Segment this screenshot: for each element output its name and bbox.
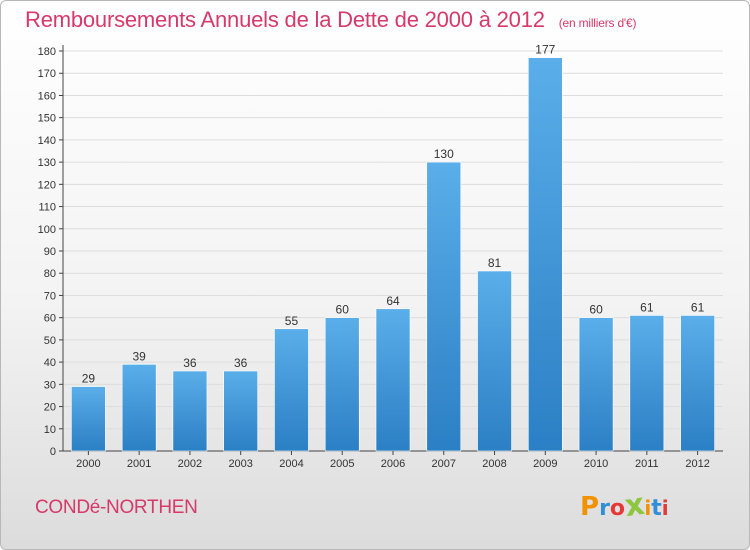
x-tick-label: 2012	[685, 458, 709, 470]
y-tick-label: 40	[44, 357, 56, 369]
data-label: 60	[336, 303, 350, 317]
logo-letter: P	[580, 492, 600, 522]
data-label: 29	[82, 372, 96, 386]
bar	[680, 315, 715, 452]
x-tick-label: 2000	[76, 458, 100, 470]
y-tick-label: 180	[38, 46, 56, 58]
y-tick-label: 0	[50, 446, 56, 458]
x-tick-label: 2011	[635, 458, 659, 470]
bar	[528, 57, 563, 452]
y-tick-label: 20	[44, 402, 56, 414]
y-tick-label: 140	[38, 135, 56, 147]
chart-subtitle: (en milliers d'€)	[558, 16, 637, 30]
x-tick-label: 2008	[482, 458, 506, 470]
data-label: 61	[640, 300, 654, 314]
y-tick-label: 30	[44, 379, 56, 391]
x-tick-label: 2001	[127, 458, 151, 470]
data-label: 130	[434, 147, 454, 161]
bar	[477, 270, 512, 452]
logo-letter: i	[661, 496, 669, 520]
data-label: 61	[691, 300, 705, 314]
data-label: 55	[285, 314, 299, 328]
logo-letter: r	[599, 496, 610, 521]
y-tick-label: 130	[38, 157, 56, 169]
data-label: 64	[386, 294, 400, 308]
x-tick-label: 2002	[178, 458, 202, 470]
proxiti-logo: Proxiti	[580, 486, 669, 525]
chart-title-text: Remboursements Annuels de la Dette de 20…	[25, 7, 545, 32]
bar	[71, 386, 106, 452]
x-tick-label: 2007	[432, 458, 456, 470]
data-label: 39	[132, 349, 146, 363]
chart-title: Remboursements Annuels de la Dette de 20…	[25, 7, 636, 33]
bar	[121, 364, 157, 452]
y-tick-label: 50	[44, 335, 56, 347]
y-tick-label: 160	[38, 90, 56, 102]
y-tick-label: 110	[38, 202, 56, 214]
commune-name: CONDé-NORTHEN	[35, 497, 198, 518]
logo-letter: t	[651, 496, 662, 521]
data-label: 36	[234, 356, 248, 370]
logo-letter: i	[644, 496, 652, 520]
y-tick-label: 60	[44, 313, 56, 325]
x-tick-label: 2004	[279, 458, 303, 470]
bar	[223, 370, 258, 452]
bar	[172, 370, 208, 452]
y-tick-label: 170	[38, 68, 56, 80]
x-tick-label: 2010	[584, 458, 608, 470]
data-label: 177	[535, 43, 555, 57]
y-tick-label: 100	[38, 224, 56, 236]
bar	[578, 317, 614, 452]
x-tick-label: 2003	[228, 458, 252, 470]
y-tick-label: 150	[38, 113, 56, 125]
bar	[375, 308, 411, 452]
x-tick-label: 2005	[330, 458, 354, 470]
bar	[274, 328, 309, 452]
logo-letter: o	[609, 496, 626, 521]
bar	[426, 161, 462, 452]
y-tick-label: 80	[44, 268, 56, 280]
data-label: 81	[488, 256, 502, 270]
logo-letter: x	[622, 486, 647, 525]
data-label: 60	[589, 303, 603, 317]
y-tick-label: 120	[38, 179, 56, 191]
y-tick-label: 70	[44, 290, 56, 302]
y-tick-label: 10	[44, 424, 56, 436]
bar	[324, 317, 360, 452]
x-tick-label: 2006	[381, 458, 405, 470]
data-label: 36	[183, 356, 197, 370]
bar	[629, 315, 665, 452]
bar-chart: 0 10 20 30 40 50 60 70 80 90 100 110 120 130 140 150 160…	[38, 43, 723, 470]
y-tick-label: 90	[44, 246, 56, 258]
x-tick-label: 2009	[533, 458, 557, 470]
